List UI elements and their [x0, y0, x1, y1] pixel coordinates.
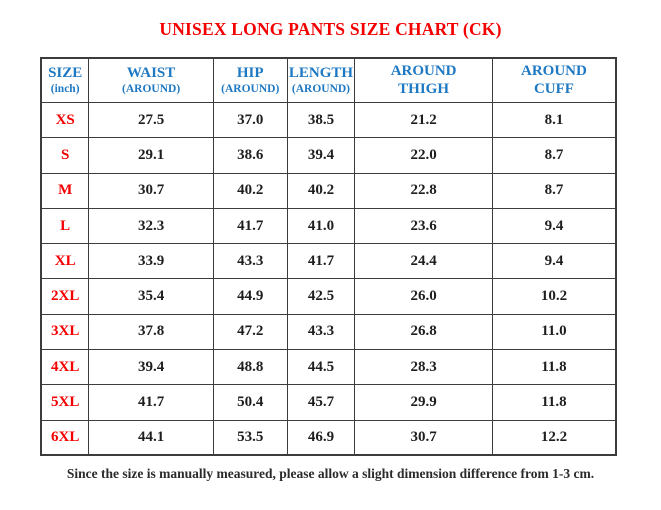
- size-label: S: [40, 137, 90, 174]
- measurement-value: 45.7: [286, 384, 356, 421]
- table-body: XS 27.5 37.0 38.5 21.2 8.1 S 29.1 38.6 39.4 22.0 8.…: [40, 101, 617, 456]
- measurement-value: 28.3: [354, 349, 493, 386]
- size-label: 3XL: [40, 313, 90, 351]
- measurement-value: 44.9: [212, 278, 288, 315]
- measurement-value: 22.8: [354, 172, 493, 209]
- measurement-value: 42.5: [286, 278, 356, 315]
- measurement-value: 48.8: [212, 349, 288, 386]
- page-title: UNISEX LONG PANTS SIZE CHART (CK): [159, 19, 502, 39]
- measurement-value: 24.4: [354, 243, 493, 280]
- measurement-value: 11.8: [491, 384, 617, 421]
- measurement-value: 30.7: [354, 419, 493, 456]
- measurement-value: 43.3: [212, 243, 288, 280]
- measurement-value: 53.5: [212, 419, 288, 456]
- measurement-value: 37.8: [88, 313, 214, 351]
- size-label: 2XL: [40, 278, 90, 315]
- measurement-value: 29.9: [354, 384, 493, 421]
- size-label: 5XL: [40, 384, 90, 421]
- measurement-value: 33.9: [88, 243, 214, 280]
- measurement-value: 10.2: [491, 278, 617, 315]
- header-row: SIZE (inch) WAIST (AROUND) HIP (AROUND) LENGTH…: [40, 57, 617, 103]
- table-row: 6XL 44.1 53.5 46.9 30.7 12.2: [40, 419, 617, 456]
- column-header: AROUND THIGH: [354, 57, 493, 103]
- measurement-value: 40.2: [212, 172, 288, 209]
- measurement-value: 11.0: [491, 313, 617, 351]
- column-header: LENGTH (AROUND): [286, 57, 356, 103]
- measurement-value: 39.4: [88, 349, 214, 386]
- measurement-value: 41.7: [212, 207, 288, 245]
- size-chart-table: SIZE (inch) WAIST (AROUND) HIP (AROUND) LENGTH…: [40, 57, 617, 457]
- column-header: AROUND CUFF: [491, 57, 617, 103]
- measurement-value: 29.1: [88, 137, 214, 174]
- measurement-value: 38.6: [212, 137, 288, 174]
- table-row: 3XL 37.8 47.2 43.3 26.8 11.0: [40, 313, 617, 351]
- measurement-value: 27.5: [88, 101, 214, 139]
- measurement-value: 41.7: [88, 384, 214, 421]
- measurement-value: 44.5: [286, 349, 356, 386]
- measurement-disclaimer: Since the size is manually measured, ple…: [66, 466, 595, 481]
- measurement-value: 11.8: [491, 349, 617, 386]
- measurement-value: 26.8: [354, 313, 493, 351]
- size-label: XL: [40, 243, 90, 280]
- table-row: 5XL 41.7 50.4 45.7 29.9 11.8: [40, 384, 617, 421]
- column-header: SIZE (inch): [40, 57, 90, 103]
- column-header: WAIST (AROUND): [88, 57, 214, 103]
- measurement-value: 26.0: [354, 278, 493, 315]
- measurement-value: 30.7: [88, 172, 214, 209]
- size-label: 4XL: [40, 349, 90, 386]
- column-header: HIP (AROUND): [212, 57, 288, 103]
- measurement-value: 8.7: [491, 137, 617, 174]
- measurement-value: 39.4: [286, 137, 356, 174]
- measurement-value: 9.4: [491, 243, 617, 280]
- table-row: XL 33.9 43.3 41.7 24.4 9.4: [40, 243, 617, 280]
- measurement-value: 21.2: [354, 101, 493, 139]
- size-label: 6XL: [40, 419, 90, 456]
- size-label: L: [40, 207, 90, 245]
- measurement-value: 35.4: [88, 278, 214, 315]
- measurement-value: 40.2: [286, 172, 356, 209]
- table-row: S 29.1 38.6 39.4 22.0 8.7: [40, 137, 617, 174]
- measurement-value: 22.0: [354, 137, 493, 174]
- measurement-value: 38.5: [286, 101, 356, 139]
- measurement-value: 9.4: [491, 207, 617, 245]
- measurement-value: 12.2: [491, 419, 617, 456]
- size-label: M: [40, 172, 90, 209]
- size-label: XS: [40, 101, 90, 139]
- measurement-value: 44.1: [88, 419, 214, 456]
- measurement-value: 43.3: [286, 313, 356, 351]
- table-row: L 32.3 41.7 41.0 23.6 9.4: [40, 207, 617, 245]
- measurement-value: 8.7: [491, 172, 617, 209]
- measurement-value: 41.0: [286, 207, 356, 245]
- measurement-value: 23.6: [354, 207, 493, 245]
- measurement-value: 50.4: [212, 384, 288, 421]
- table-row: M 30.7 40.2 40.2 22.8 8.7: [40, 172, 617, 209]
- table-row: 4XL 39.4 48.8 44.5 28.3 11.8: [40, 349, 617, 386]
- measurement-value: 32.3: [88, 207, 214, 245]
- measurement-value: 46.9: [286, 419, 356, 456]
- measurement-value: 47.2: [212, 313, 288, 351]
- measurement-value: 41.7: [286, 243, 356, 280]
- table-row: 2XL 35.4 44.9 42.5 26.0 10.2: [40, 278, 617, 315]
- table-row: XS 27.5 37.0 38.5 21.2 8.1: [40, 101, 617, 139]
- measurement-value: 37.0: [212, 101, 288, 139]
- measurement-value: 8.1: [491, 101, 617, 139]
